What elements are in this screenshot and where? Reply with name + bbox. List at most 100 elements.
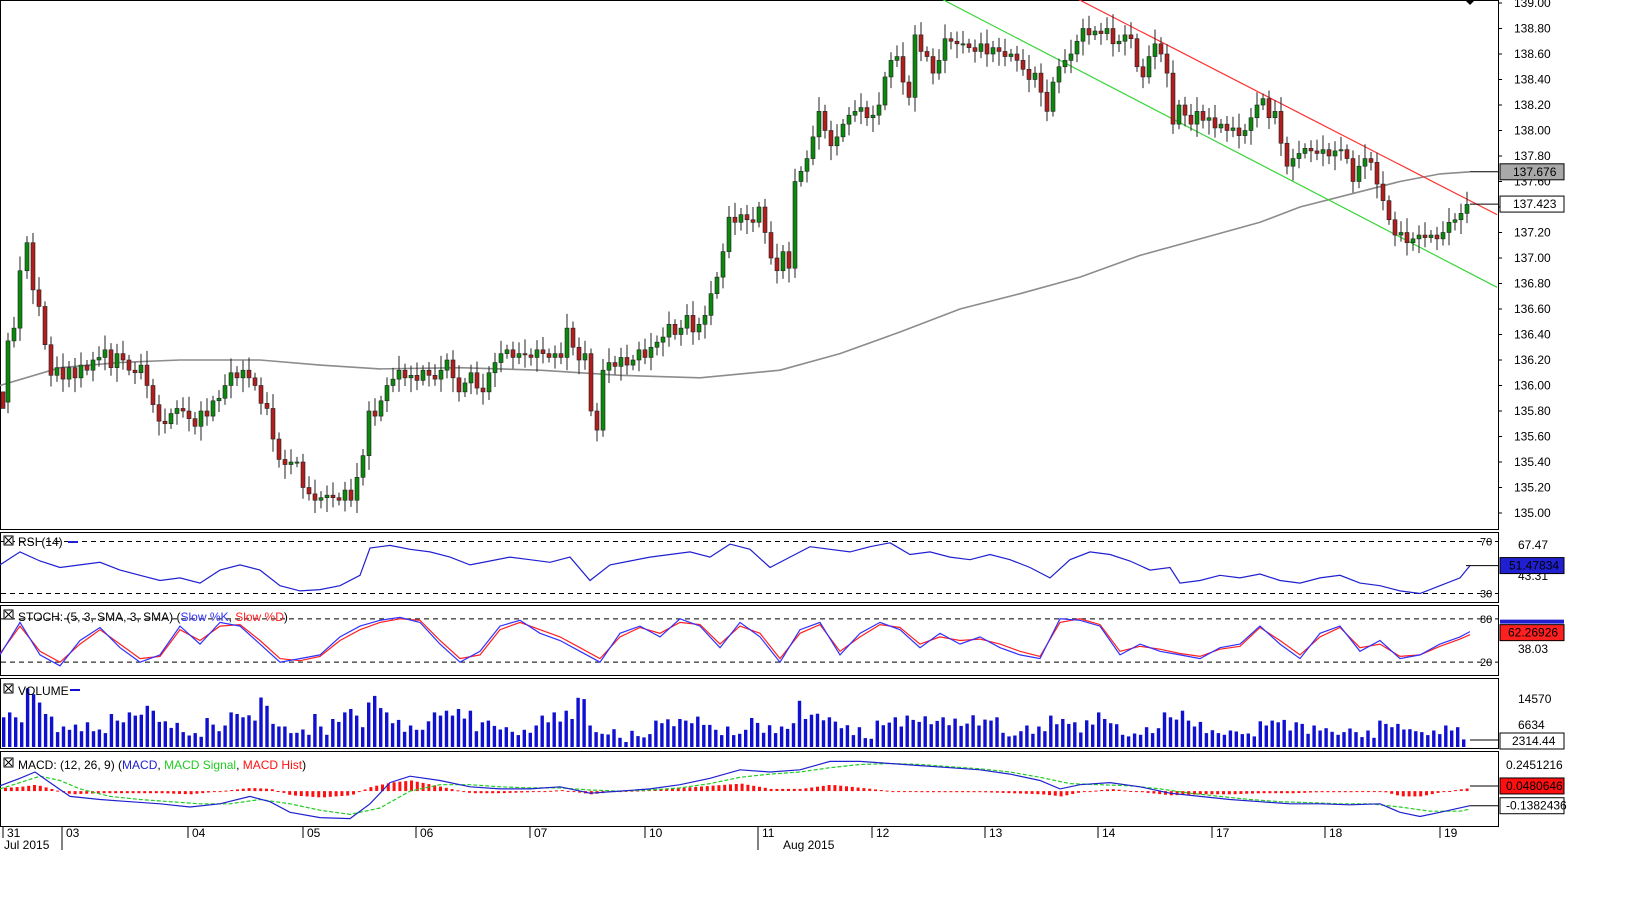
- candle-body: [318, 497, 324, 501]
- macd-hist-bar: [1117, 789, 1121, 791]
- candle-body: [588, 353, 594, 412]
- macd-hist-bar: [943, 791, 947, 793]
- volume-bar: [833, 721, 838, 747]
- candle-body: [1188, 114, 1194, 125]
- support-line: [942, 0, 1498, 288]
- macd-hist-bar: [1129, 791, 1133, 792]
- macd-hist-bar: [1204, 791, 1208, 795]
- candle-body: [432, 374, 438, 380]
- candle-body: [1446, 222, 1452, 233]
- macd-hist-bar: [1106, 789, 1109, 792]
- macd-hist-bar: [1343, 791, 1347, 793]
- price-tag-label: 137.676: [1513, 165, 1557, 179]
- candle-body: [804, 158, 810, 172]
- macd-hist-bar: [694, 786, 698, 792]
- volume-bar: [1300, 723, 1304, 747]
- volume-bar: [432, 712, 437, 747]
- volume-bar: [181, 732, 185, 747]
- candle-body: [1176, 104, 1182, 125]
- candle-body: [708, 293, 714, 316]
- volume-bar: [31, 694, 36, 747]
- volume-bar: [283, 726, 287, 747]
- candle-body: [114, 353, 120, 368]
- macd-hist-bar: [282, 791, 286, 793]
- candle-body: [1056, 66, 1062, 83]
- stoch-d-line: [0, 618, 1471, 663]
- candle-body: [1278, 111, 1284, 144]
- volume-bar: [851, 735, 856, 747]
- volume-bar: [1324, 728, 1328, 747]
- volume-bar: [1144, 727, 1149, 747]
- x-tick-label: 07: [534, 826, 548, 840]
- price-tag-label: 137.423: [1513, 197, 1557, 211]
- macd-hist-bar: [201, 791, 205, 794]
- volume-bar: [1294, 722, 1298, 748]
- rsi-title: RSI (14): [3, 535, 78, 549]
- macd-hist-bar: [1036, 791, 1040, 795]
- volume-bar: [594, 732, 598, 747]
- macd-hist-bar: [734, 784, 738, 792]
- macd-hist-bar: [259, 788, 263, 792]
- volume-bar: [73, 724, 78, 747]
- volume-bar: [648, 734, 652, 747]
- macd-hist-bar: [514, 791, 518, 793]
- macd-hist-bar: [386, 783, 390, 792]
- candle-body: [1110, 28, 1116, 45]
- candle-body: [1128, 34, 1134, 40]
- macd-hist-bar: [73, 791, 77, 795]
- volume-bar: [379, 708, 383, 747]
- macd-hist-bar: [1048, 791, 1051, 796]
- candle-body: [624, 357, 630, 366]
- candle-body: [726, 216, 732, 252]
- stoch-indicator: 80 20 38.03 62.26926: [0, 614, 1565, 669]
- macd-hist-bar: [421, 782, 425, 791]
- volume-bar: [995, 717, 999, 747]
- stoch-level-label: 20: [1480, 657, 1492, 669]
- volume-bar: [773, 733, 778, 747]
- volume-bar: [1222, 734, 1227, 747]
- candle-body: [198, 410, 204, 427]
- volume-bar: [133, 715, 137, 747]
- candle-body: [1104, 28, 1110, 34]
- x-tick-label: 12: [876, 826, 890, 840]
- price-tick-label: 135.40: [1514, 455, 1551, 469]
- macd-hist-bar: [1256, 791, 1260, 794]
- macd-hist-bar: [1430, 791, 1434, 795]
- macd-hist-bar: [1459, 789, 1463, 791]
- stoch-k-line: [0, 616, 1471, 667]
- candle-body: [1038, 72, 1044, 93]
- volume-bar: [1031, 733, 1035, 747]
- volume-bar: [1180, 710, 1185, 747]
- volume-bar: [426, 721, 431, 747]
- candle-body: [714, 276, 720, 295]
- candle-body: [1152, 43, 1158, 57]
- price-axis: 139.00 138.80 138.60 138.40 138.20 138.00 137.…: [1498, 0, 1551, 520]
- stoch-level-label: 80: [1480, 614, 1492, 626]
- macd-hist-bar: [659, 789, 663, 791]
- candle-body: [414, 374, 420, 381]
- macd-hist-bar: [1378, 791, 1382, 793]
- macd-hist-bar: [850, 786, 854, 792]
- macd-hist-bar: [1384, 791, 1388, 793]
- candle-body: [702, 315, 708, 325]
- volume-bar: [839, 728, 844, 747]
- price-tick-label: 138.00: [1514, 124, 1551, 138]
- volume-bar: [462, 718, 467, 747]
- candle-body: [810, 136, 816, 159]
- macd-hist-bar: [357, 791, 361, 793]
- macd-hist-bar: [363, 789, 367, 791]
- macd-value-label: 0.0480646: [1506, 779, 1563, 793]
- volume-bar: [785, 728, 790, 747]
- macd-hist-bar: [1454, 790, 1457, 792]
- candle-body: [342, 489, 348, 501]
- candle-body: [438, 369, 444, 380]
- macd-hist-bar: [247, 788, 251, 791]
- volume-bar: [516, 735, 520, 747]
- volume-bar: [827, 717, 832, 747]
- x-tick-label: 14: [1102, 826, 1116, 840]
- macd-hist-bar: [340, 791, 344, 796]
- macd-hist-bar: [740, 783, 744, 791]
- volume-indicator: 14570 6634 2314.44: [2, 688, 1565, 750]
- volume-bar: [37, 702, 42, 747]
- candle-body: [828, 130, 834, 147]
